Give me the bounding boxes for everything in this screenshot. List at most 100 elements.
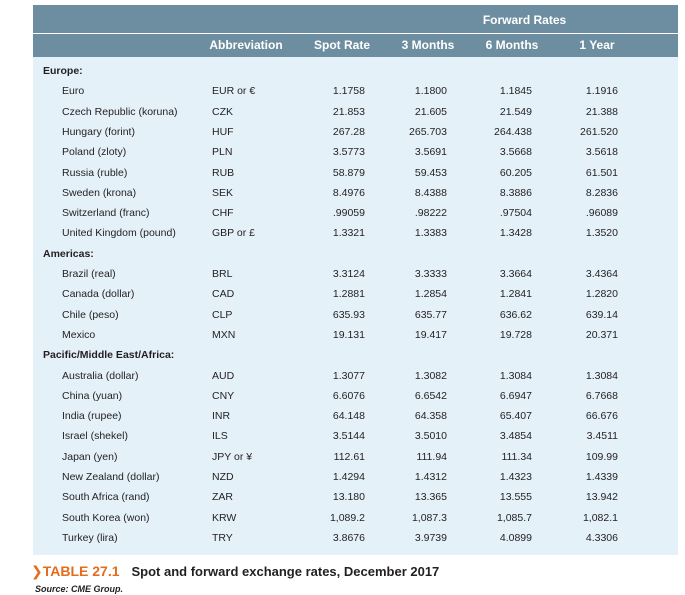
table-row: Russia (ruble) RUB 58.879 59.453 60.205 61.50… [0,163,685,183]
forward-6m-cell: 4.0899 [499,531,532,544]
table-source: Source: CME Group. [35,584,124,594]
currency-name: South Korea (won) [62,511,150,524]
table-description: Spot and forward exchange rates, Decembe… [131,564,440,579]
spot-rate-cell: 1.3321 [332,227,365,240]
table-row: Turkey (lira) TRY 3.8676 3.9739 4.0899 4.3306 [0,528,685,548]
forward-6m-cell: 65.407 [499,410,532,423]
table-row: Australia (dollar) AUD 1.3077 1.3082 1.3084 1… [0,366,685,386]
section-heading: Americas: [0,244,685,264]
forward-1y-cell: 1.1916 [585,85,618,98]
forward-3m-cell: 1,087.3 [411,511,447,524]
forward-1y-cell: 8.2836 [585,186,618,199]
currency-name: Poland (zloty) [62,146,127,159]
currency-name: South Africa (rand) [62,491,150,504]
forward-1y-cell: 1.4339 [585,471,618,483]
forward-1y-cell: 261.520 [580,125,618,138]
currency-name: Australia (dollar) [62,369,139,382]
table-row: South Africa (rand) ZAR 13.180 13.365 13.555… [0,487,685,507]
caption-marker-icon: ❯ [31,563,43,579]
currency-name: Mexico [62,328,96,341]
forward-3m-cell: 265.703 [409,125,447,138]
forward-1y-cell: 4.3306 [585,531,618,544]
table-row: New Zealand (dollar) NZD 1.4294 1.4312 1.432… [0,467,685,487]
forward-6m-cell: 19.728 [499,328,532,341]
forward-1y-cell: 1.2820 [585,288,618,301]
section-heading: Europe: [0,61,685,81]
forward-6m-cell: 6.6947 [499,389,532,402]
currency-name: Czech Republic (koruna) [62,105,178,118]
forward-6m-cell: 3.4854 [499,430,532,443]
currency-name: United Kingdom (pound) [62,227,176,240]
forward-1y-cell: 109.99 [585,450,618,463]
table-row: Brazil (real) BRL 3.3124 3.3333 3.3664 3.4364 [0,264,685,284]
forward-3m-cell: 111.94 [416,450,447,463]
currency-abbreviation: JPY or ¥ [212,450,253,463]
forward-3m-cell: .98222 [414,207,447,220]
table-row: Poland (zloty) PLN 3.5773 3.5691 3.5668 3.561… [0,142,685,162]
currency-abbreviation: GBP or £ [212,227,255,240]
forward-3m-cell: 1.4312 [414,471,447,483]
forward-6m-cell: 13.555 [499,491,532,504]
currency-name: Euro [62,85,85,98]
currency-name: Brazil (real) [62,268,116,280]
spot-rate-cell: 3.5773 [332,146,365,159]
forward-1y-cell: 20.371 [585,328,618,341]
spot-rate-cell: 58.879 [332,166,365,179]
currency-abbreviation: RUB [212,166,235,179]
currency-name: China (yuan) [62,389,123,402]
currency-abbreviation: SEK [212,186,234,199]
table-row: Czech Republic (koruna) CZK 21.853 21.605 21… [0,102,685,122]
spot-rate-cell: 1.2881 [332,288,365,301]
spot-rate-cell: 6.6076 [332,389,365,402]
table-caption: ❯TABLE 27.1 Spot and forward exchange rat… [31,563,439,580]
forward-3m-cell: 635.77 [414,308,447,321]
currency-abbreviation: CAD [212,288,235,301]
table-number: TABLE 27.1 [42,563,120,579]
forward-6m-cell: 1.3084 [499,369,532,382]
forward-1y-cell: 21.388 [585,105,618,118]
forward-3m-cell: 1.3082 [414,369,447,382]
col-header-6-months: 6 Months [485,38,539,52]
forward-3m-cell: 3.5010 [414,430,447,443]
table-row: India (rupee) INR 64.148 64.358 65.407 66.676 [0,406,685,426]
currency-name: Russia (ruble) [62,166,128,179]
table-row: Euro EUR or € 1.1758 1.1800 1.1845 1.1916 [0,81,685,101]
spot-rate-cell: 1.4294 [332,471,365,483]
col-header-spot-rate: Spot Rate [313,38,371,52]
table-row: Canada (dollar) CAD 1.2881 1.2854 1.2841 1.28… [0,284,685,304]
currency-abbreviation: TRY [212,531,233,544]
table-header-columns [33,34,678,57]
forward-1y-cell: 1,082.1 [582,511,618,524]
currency-abbreviation: MXN [212,328,236,341]
section-title: Pacific/Middle East/Africa: [43,349,175,362]
forward-1y-cell: 3.4511 [586,430,618,443]
table-row: Israel (shekel) ILS 3.5144 3.5010 3.4854 3.45… [0,426,685,446]
table-header-top [33,5,678,34]
currency-abbreviation: PLN [212,146,233,159]
currency-abbreviation: ZAR [212,491,233,504]
currency-name: Canada (dollar) [62,288,135,301]
forward-1y-cell: 3.4364 [585,268,618,280]
forward-3m-cell: 21.605 [414,105,447,118]
forward-3m-cell: 1.2854 [414,288,447,301]
forward-3m-cell: 6.6542 [414,389,447,402]
currency-abbreviation: AUD [212,369,235,382]
forward-3m-cell: 3.3333 [414,268,447,280]
forward-rates-heading: Forward Rates [482,13,567,27]
spot-rate-cell: 19.131 [332,328,365,341]
forward-1y-cell: 6.7668 [585,389,618,402]
forward-6m-cell: 3.3664 [499,268,532,280]
forward-3m-cell: 59.453 [414,166,447,179]
currency-abbreviation: BRL [212,268,233,280]
forward-6m-cell: 636.62 [499,308,532,321]
spot-rate-cell: 1,089.2 [329,511,365,524]
forward-1y-cell: 1.3520 [585,227,618,240]
spot-rate-cell: 64.148 [332,410,365,423]
section-heading: Pacific/Middle East/Africa: [0,345,685,365]
currency-name: Switzerland (franc) [62,207,150,220]
forward-6m-cell: 1.3428 [499,227,532,240]
section-title: Americas: [43,247,94,260]
col-header-1-year: 1 Year [579,38,615,52]
section-title: Europe: [43,65,83,77]
forward-1y-cell: 61.501 [585,166,618,179]
